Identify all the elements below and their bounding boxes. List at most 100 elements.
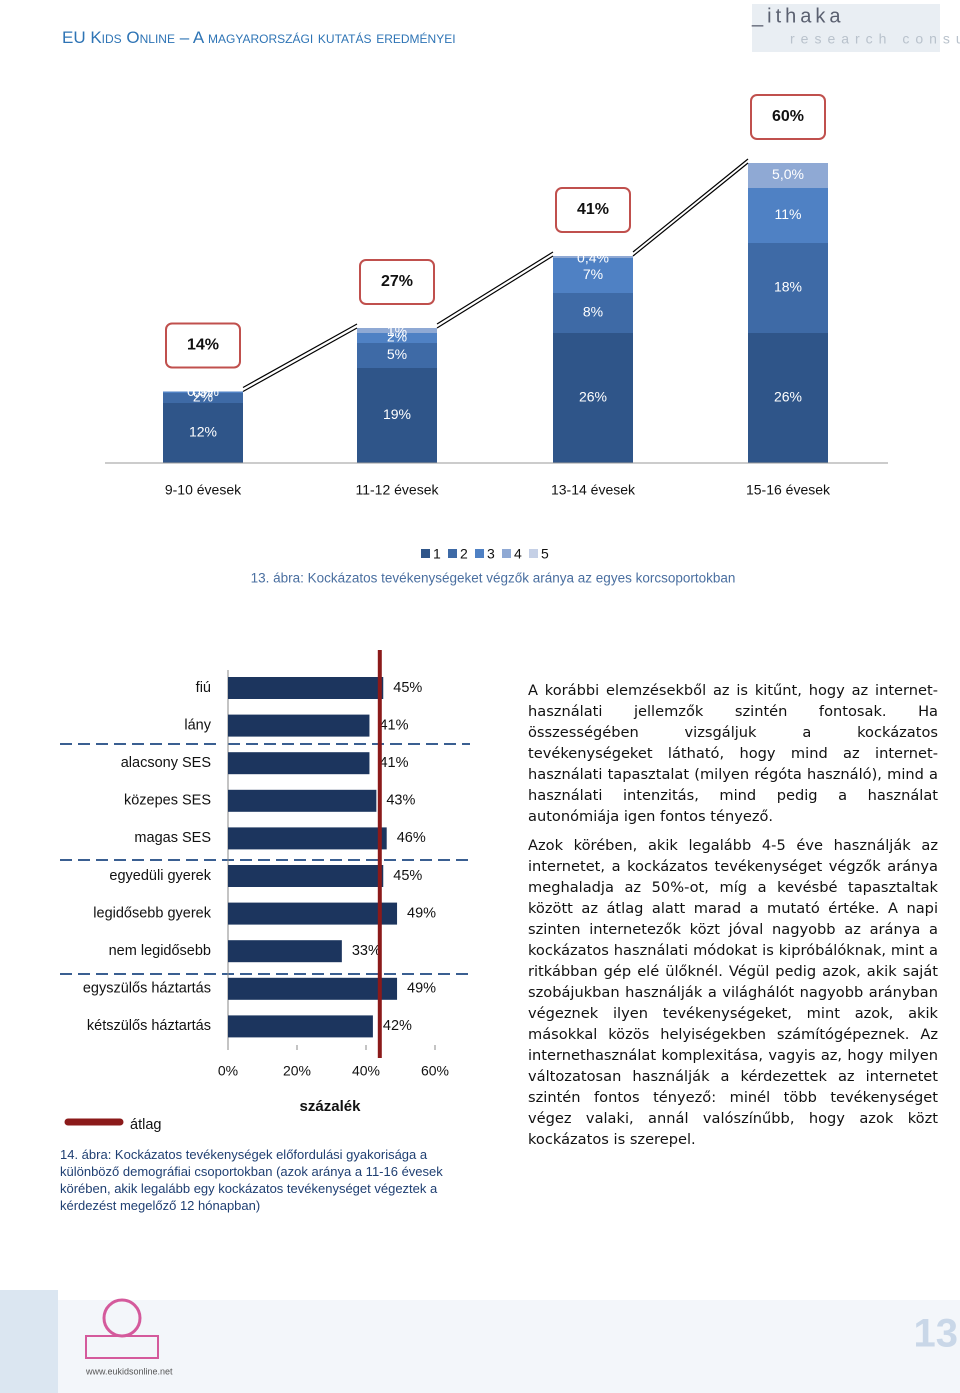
logo-icon	[85, 1335, 159, 1359]
paragraph: Azok körében, akik legalább 4-5 éve hasz…	[528, 837, 938, 1148]
total-box	[555, 187, 631, 233]
bar-segment	[553, 258, 633, 293]
total-label: 27%	[381, 273, 413, 290]
data-label: 12%	[189, 424, 217, 440]
y-tick-label: legidősebb gyerek	[93, 905, 211, 921]
bar-segment	[357, 333, 437, 343]
y-tick-label: egyedüli gyerek	[109, 868, 211, 884]
bar-segment	[357, 343, 437, 368]
footer-url: www.eukidsonline.net	[85, 1366, 173, 1376]
bar	[228, 827, 387, 850]
bar-segment	[163, 391, 243, 393]
logo-main: _ithaka	[751, 5, 845, 27]
legend-swatch	[529, 549, 538, 558]
x-tick-label: 15-16 évesek	[746, 482, 831, 498]
body-text: A korábbi elemzésekből az is kitűnt, hog…	[528, 680, 938, 1158]
data-label: 18%	[774, 279, 802, 295]
data-label: 5,0%	[772, 166, 804, 182]
bar	[228, 977, 398, 1000]
x-axis-title: százalék	[300, 1098, 362, 1115]
y-tick-label: magas SES	[134, 830, 211, 846]
bar-segment	[748, 163, 828, 188]
footer-band	[0, 1290, 58, 1393]
data-label: 26%	[579, 389, 607, 405]
total-box	[750, 94, 826, 140]
total-box	[359, 259, 435, 305]
bar-segment	[553, 293, 633, 333]
bar-segment	[163, 403, 243, 463]
data-label: 26%	[774, 389, 802, 405]
data-label: 19%	[383, 406, 411, 422]
caption: 14. ábra: Kockázatos tevékenységek előfo…	[60, 1147, 443, 1213]
data-label: 8%	[583, 304, 603, 320]
paragraph: A korábbi elemzésekből az is kitűnt, hog…	[528, 682, 938, 825]
legend-label: 2	[460, 546, 468, 562]
x-tick-label: 40%	[352, 1063, 380, 1079]
y-tick-label: alacsony SES	[121, 755, 211, 771]
data-label: 42%	[383, 1018, 412, 1034]
data-label: 11%	[775, 206, 802, 222]
logo-sub: research consulting	[790, 31, 960, 47]
y-tick-label: fiú	[196, 680, 211, 696]
connector	[632, 162, 749, 257]
data-label: 1%	[387, 323, 407, 339]
data-label: 0,4%	[577, 250, 609, 266]
data-label: 7%	[583, 266, 603, 282]
page-number: 13	[914, 1312, 959, 1356]
legend-label: 4	[514, 546, 522, 562]
legend-swatch	[475, 549, 484, 558]
total-label: 60%	[772, 108, 804, 125]
bar-segment	[553, 256, 633, 258]
legend-label: 1	[433, 546, 441, 562]
y-tick-label: kétszülős háztartás	[87, 1018, 211, 1034]
bar-segment	[748, 333, 828, 463]
caption: 13. ábra: Kockázatos tevékenységeket vég…	[251, 571, 736, 586]
legend-label: 3	[487, 546, 495, 562]
x-tick-label: 0%	[218, 1063, 238, 1079]
x-tick-label: 11-12 évesek	[355, 482, 439, 498]
bar	[228, 940, 342, 963]
connector	[632, 158, 749, 253]
legend-label: 5	[541, 546, 549, 562]
x-tick-label: 60%	[421, 1063, 449, 1079]
bar	[228, 789, 377, 812]
data-label: 41%	[379, 717, 408, 733]
data-label: 45%	[393, 680, 422, 696]
bar	[228, 677, 384, 699]
bar	[228, 865, 384, 887]
caption-box: 14. ábra: Kockázatos tevékenységek előfo…	[60, 1147, 443, 1213]
data-label: 0,3%	[187, 383, 219, 399]
header-title: EU Kids Online – A magyarországi kutatás…	[62, 28, 456, 47]
x-tick-label: 13-14 évesek	[551, 482, 636, 498]
bar-segment	[357, 368, 437, 463]
legend-label: átlag	[130, 1117, 161, 1133]
data-label: 45%	[393, 868, 422, 884]
bar	[228, 902, 398, 925]
x-tick-label: 9-10 évesek	[165, 482, 242, 498]
data-label: 5%	[387, 346, 407, 362]
bar-segment	[748, 188, 828, 243]
bar-segment	[163, 393, 243, 403]
data-label: 33%	[352, 943, 381, 959]
connector	[242, 323, 358, 389]
y-tick-label: lány	[184, 717, 211, 733]
connector	[436, 251, 554, 325]
bar	[228, 752, 370, 775]
y-tick-label: nem legidősebb	[109, 943, 211, 959]
bar-segment	[357, 328, 437, 333]
x-tick-label: 20%	[283, 1063, 311, 1079]
total-box	[165, 322, 241, 369]
legend-swatch	[421, 549, 430, 558]
y-tick-label: egyszülős háztartás	[83, 981, 211, 997]
data-label: 49%	[407, 905, 436, 921]
legend-swatch	[502, 549, 511, 558]
bar	[228, 714, 370, 737]
bar-segment	[553, 333, 633, 463]
legend-swatch	[448, 549, 457, 558]
connector	[436, 255, 554, 329]
y-tick-label: közepes SES	[124, 793, 211, 809]
connector	[242, 327, 358, 393]
total-label: 14%	[187, 337, 219, 354]
logo-bg	[752, 4, 940, 52]
data-label: 0%	[193, 384, 213, 400]
